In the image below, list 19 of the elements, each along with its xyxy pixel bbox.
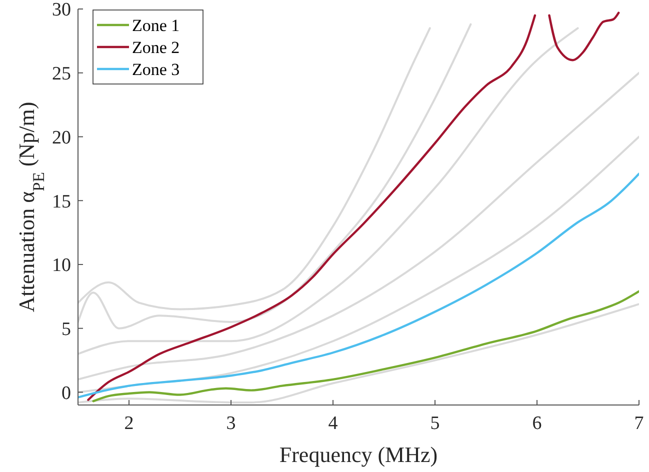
y-tick-label: 15 bbox=[52, 191, 71, 212]
x-axis-title: Frequency (MHz) bbox=[279, 442, 438, 467]
x-tick-label: 4 bbox=[328, 413, 338, 434]
x-tick-label: 6 bbox=[532, 413, 542, 434]
x-tick-label: 5 bbox=[430, 413, 440, 434]
x-tick-label: 2 bbox=[124, 413, 134, 434]
line-series bbox=[78, 136, 639, 394]
legend-label: Zone 3 bbox=[132, 60, 180, 79]
y-tick-label: 5 bbox=[62, 319, 71, 340]
legend-label: Zone 2 bbox=[132, 38, 180, 57]
line-series bbox=[78, 172, 639, 398]
y-tick-label: 0 bbox=[62, 382, 71, 404]
y-tick-label: 30 bbox=[52, 0, 71, 21]
y-tick-label: 25 bbox=[52, 64, 71, 85]
x-tick-label: 3 bbox=[226, 413, 236, 434]
legend-label: Zone 1 bbox=[132, 16, 180, 35]
y-tick-label: 10 bbox=[52, 255, 71, 276]
x-tick-label: 7 bbox=[634, 413, 644, 434]
y-tick-label: 20 bbox=[52, 127, 71, 148]
